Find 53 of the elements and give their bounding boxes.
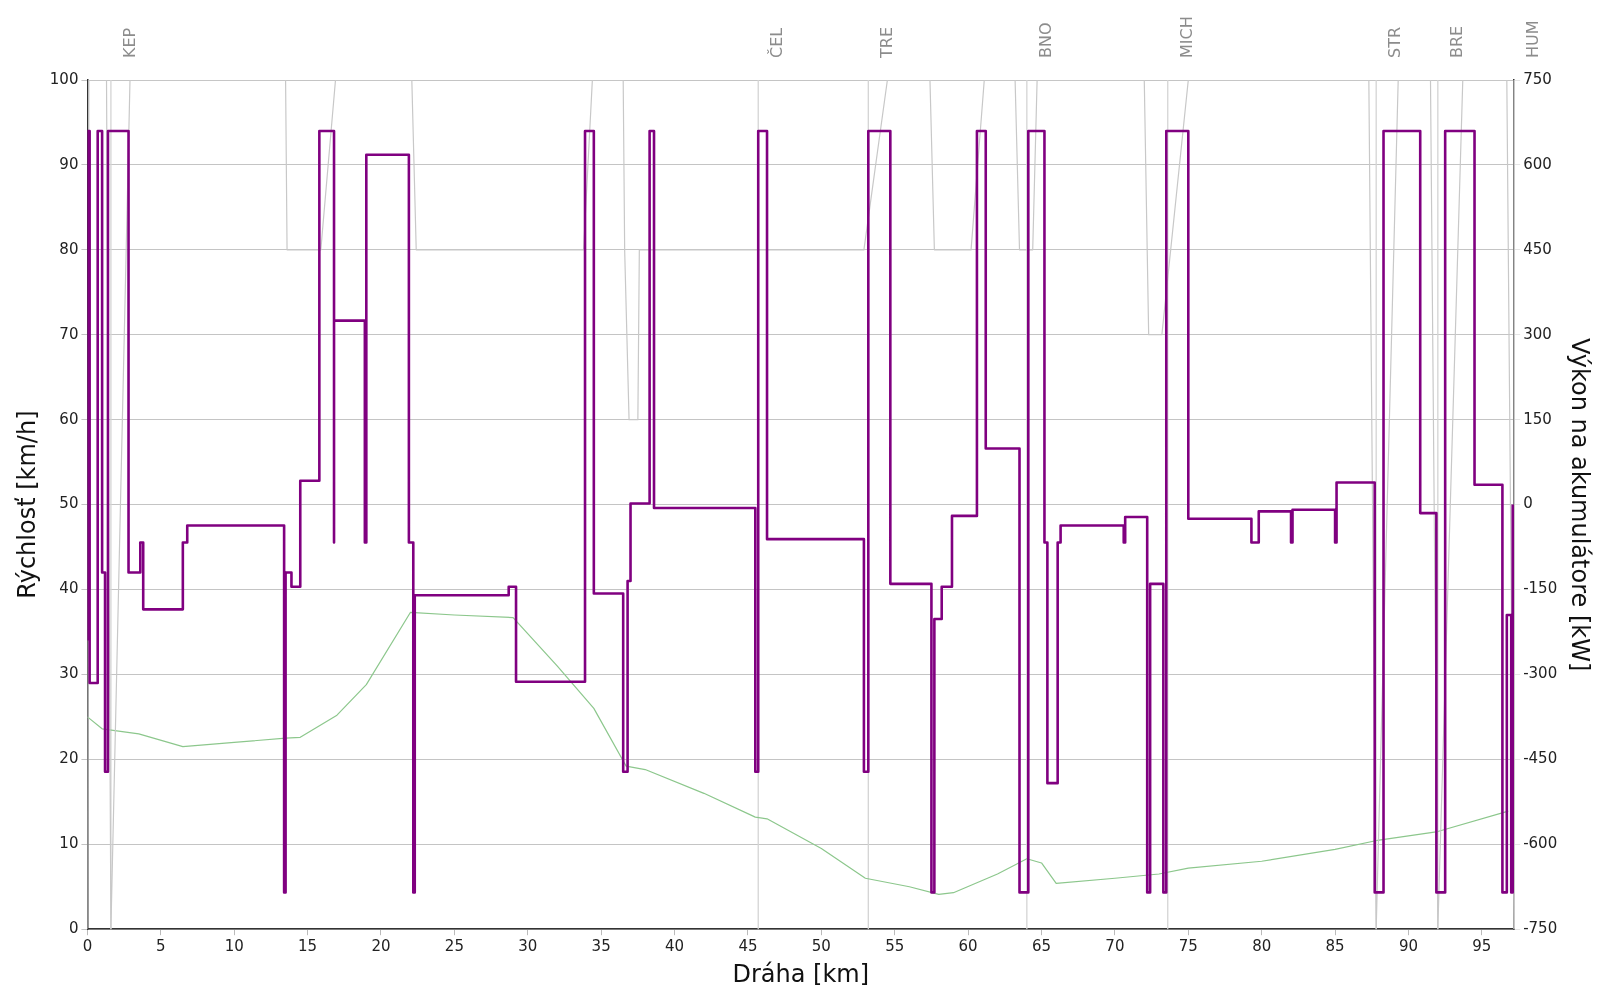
x-tick-label: 80 bbox=[1252, 937, 1272, 956]
ref-line-label: BNO bbox=[1036, 22, 1055, 58]
y-tick-label: 60 bbox=[59, 409, 79, 428]
ref-line-label: BRE bbox=[1446, 25, 1466, 58]
x-tick-label: 10 bbox=[224, 937, 244, 956]
y-tick-label: 20 bbox=[59, 749, 79, 768]
y2-tick-label: 450 bbox=[1523, 239, 1552, 258]
y2-tick-label: -600 bbox=[1523, 834, 1558, 853]
y-tick-label: 50 bbox=[59, 494, 79, 513]
ref-line-label: KEP bbox=[120, 27, 140, 58]
y2-tick-label: -150 bbox=[1523, 579, 1558, 598]
y-tick-label: 70 bbox=[59, 324, 79, 343]
y2-tick-label: 0 bbox=[1523, 494, 1533, 513]
y2-tick-label: -750 bbox=[1523, 919, 1558, 938]
x-tick-label: 70 bbox=[1105, 937, 1125, 956]
y-tick-label: 100 bbox=[49, 69, 79, 88]
x-tick-label: 0 bbox=[82, 937, 93, 956]
x-tick-label: 35 bbox=[591, 937, 611, 956]
x-tick-label: 90 bbox=[1398, 937, 1419, 956]
x-tick-label: 40 bbox=[665, 937, 685, 956]
y-tick-label: 0 bbox=[68, 919, 79, 938]
ref-line-label: MICH bbox=[1176, 16, 1196, 58]
y2-tick-label: 750 bbox=[1523, 69, 1552, 88]
ref-line-label: HUM bbox=[1523, 20, 1543, 58]
x-tick-label: 5 bbox=[156, 937, 166, 956]
x-tick-label: 30 bbox=[518, 937, 538, 956]
y2-axis-title: Výkon na akumulátore [kW] bbox=[1566, 337, 1595, 672]
x-axis-title: Dráha [km] bbox=[732, 959, 870, 988]
x-tick-label: 65 bbox=[1031, 937, 1052, 956]
x-tick-label: 55 bbox=[885, 937, 905, 956]
x-tick-label: 15 bbox=[298, 937, 318, 956]
x-tick-label: 50 bbox=[811, 937, 831, 956]
y-tick-label: 80 bbox=[59, 239, 79, 258]
y-tick-label: 30 bbox=[59, 664, 79, 683]
y2-tick-label: 600 bbox=[1523, 154, 1552, 173]
x-tick-label: 20 bbox=[371, 937, 391, 956]
x-tick-label: 60 bbox=[958, 937, 978, 956]
x-tick-label: 95 bbox=[1472, 937, 1492, 956]
y2-tick-label: 150 bbox=[1523, 409, 1552, 428]
y-tick-label: 90 bbox=[59, 154, 79, 173]
x-tick-label: 25 bbox=[444, 937, 464, 956]
ref-line-label: TRE bbox=[877, 27, 897, 59]
ref-line-label: ČEL bbox=[767, 27, 787, 58]
ref-line-label: STR bbox=[1385, 26, 1405, 58]
x-tick-label: 75 bbox=[1178, 937, 1198, 956]
x-tick-label: 45 bbox=[738, 937, 758, 956]
y2-tick-label: 300 bbox=[1523, 324, 1552, 343]
y-axis-title: Rýchlosť [km/h] bbox=[12, 410, 41, 599]
y-tick-label: 10 bbox=[59, 834, 79, 853]
y-tick-label: 40 bbox=[59, 579, 79, 598]
x-tick-label: 85 bbox=[1325, 937, 1345, 956]
y2-tick-label: -450 bbox=[1523, 749, 1558, 768]
y2-tick-label: -300 bbox=[1523, 664, 1558, 683]
